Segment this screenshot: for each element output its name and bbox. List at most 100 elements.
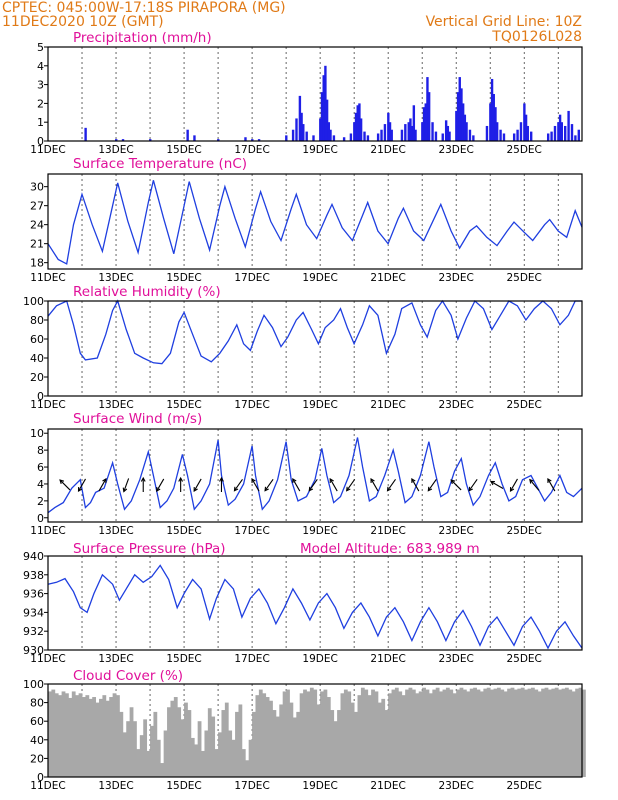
- temp-x-tick: 15DEC: [166, 272, 201, 284]
- precip-bar: [519, 122, 523, 141]
- precip-bar: [319, 118, 322, 141]
- wind-arrow-shaft: [234, 478, 243, 492]
- cloud-bar: [129, 707, 134, 777]
- precip-x-tick: 19DEC: [302, 144, 337, 156]
- precip-bar: [465, 122, 468, 141]
- cloud-bar: [524, 689, 528, 777]
- cloud-bar: [568, 689, 573, 777]
- wind-arrow-shaft: [98, 478, 107, 492]
- wind-arrow-shaft: [193, 478, 202, 492]
- cloud-bar: [54, 693, 59, 777]
- wind-arrow-head: [251, 477, 256, 483]
- cloud-bar: [167, 707, 171, 777]
- cloud-bar: [51, 689, 56, 777]
- precip-bar: [412, 105, 416, 141]
- precip-bar: [400, 129, 404, 141]
- wind-arrow-head: [411, 477, 416, 483]
- pressure-panel: Surface Pressure (hPa) Model Altitude: 6…: [23, 541, 583, 665]
- cloud-bar: [394, 687, 399, 777]
- cloud-bar: [78, 693, 83, 777]
- precip-bar: [563, 125, 567, 141]
- cloud-bar: [187, 710, 192, 777]
- cloud-bar: [401, 695, 406, 777]
- cloud-bar: [241, 749, 246, 777]
- wind-x-tick: 23DEC: [438, 525, 473, 537]
- precip-bar: [329, 129, 332, 141]
- pressure-y-tick: 930: [23, 644, 44, 657]
- wind-arrow-shaft: [509, 478, 518, 492]
- pressure-x-tick: 23DEC: [438, 653, 473, 665]
- precip-bar: [494, 107, 497, 141]
- cloud-bar: [197, 721, 202, 777]
- cloud-x-tick: 13DEC: [98, 780, 133, 792]
- precip-bar: [291, 129, 295, 141]
- rh-y-tick: 60: [30, 333, 44, 346]
- cloud-x-tick: 11DEC: [30, 780, 65, 792]
- precip-bar: [354, 112, 358, 141]
- cloud-bar: [275, 716, 280, 777]
- cloud-bar: [496, 687, 501, 777]
- precip-bar: [492, 94, 495, 141]
- wind-arrow-shaft: [78, 478, 86, 492]
- cloud-bar: [282, 691, 287, 777]
- precipitation-title: Precipitation (mm/h): [73, 30, 212, 46]
- cloud-bar: [262, 693, 267, 777]
- temp-x-tick: 19DEC: [302, 272, 337, 284]
- precip-bar: [149, 139, 152, 141]
- cloud-bar: [116, 695, 120, 777]
- precip-y-tick: 0: [37, 135, 44, 148]
- cloud-bar: [245, 760, 250, 777]
- pressure-y-tick: 932: [23, 625, 44, 638]
- temp-series-line: [47, 180, 583, 265]
- cloud-bar: [126, 721, 131, 777]
- precip-bar: [446, 125, 450, 141]
- cloud-bar: [473, 687, 477, 777]
- cloud-bar: [445, 687, 450, 777]
- wind-x-tick: 15DEC: [166, 525, 201, 537]
- cloud-bar: [442, 689, 447, 777]
- precip-bar: [570, 124, 574, 141]
- precip-bar: [115, 139, 118, 141]
- temp-y-tick: 30: [30, 181, 44, 194]
- cloud-bar: [122, 732, 127, 777]
- header-model-code: TQ0126L028: [491, 29, 582, 45]
- wind-arrow-head: [122, 487, 128, 493]
- cloud-bar: [551, 688, 556, 777]
- precip-bar: [322, 75, 325, 141]
- cloud-bar: [411, 689, 416, 777]
- pressure-x-tick: 21DEC: [370, 653, 405, 665]
- cloud-bar: [357, 695, 362, 777]
- precip-bar: [217, 139, 220, 141]
- precip-bar: [298, 95, 302, 141]
- temp-y-tick: 18: [30, 257, 44, 270]
- wind-arrow-head: [346, 486, 351, 492]
- cloud-bar: [405, 689, 409, 777]
- cloud-bar: [71, 691, 76, 777]
- cloud-bar: [139, 735, 144, 777]
- cloud-bar: [517, 688, 522, 777]
- wind-arrow-head: [219, 476, 224, 482]
- rh-x-tick: 11DEC: [30, 399, 65, 411]
- pressure-frame: [47, 555, 583, 651]
- precip-x-tick: 23DEC: [438, 144, 473, 156]
- precip-bar: [472, 135, 475, 141]
- precip-bar: [468, 129, 472, 141]
- precip-bar: [84, 127, 87, 141]
- cloud-bar: [360, 687, 365, 777]
- cloud-bar: [316, 704, 321, 777]
- wind-y-tick: 8: [37, 444, 44, 457]
- rh-x-tick: 25DEC: [506, 399, 541, 411]
- precip-bar: [529, 131, 533, 141]
- cloud-bar: [299, 693, 304, 777]
- precip-bar: [376, 133, 380, 141]
- precip-bar: [557, 122, 560, 141]
- cloud-y-tick: 0: [37, 771, 44, 784]
- precip-bar: [553, 125, 557, 141]
- rh-x-tick: 19DEC: [302, 399, 337, 411]
- wind-arrow-head: [547, 477, 552, 483]
- cloud-bar: [547, 689, 552, 777]
- precip-bar: [380, 129, 383, 141]
- cloud-bar: [500, 689, 505, 777]
- temp-frame: [47, 173, 583, 270]
